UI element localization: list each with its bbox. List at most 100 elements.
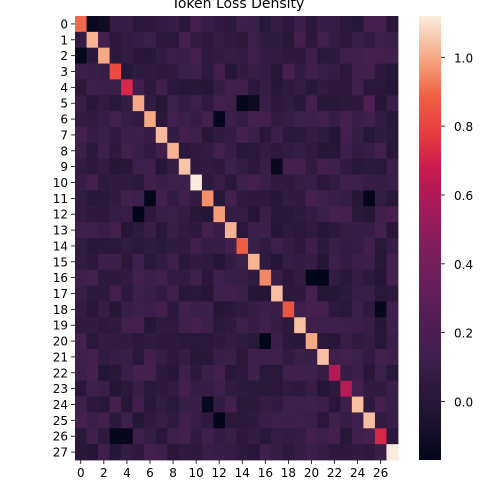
heatmap-cell <box>213 301 226 318</box>
heatmap-cell <box>75 253 87 271</box>
heatmap-cell <box>305 31 318 49</box>
heatmap-cell <box>374 47 387 64</box>
heatmap-cell <box>121 301 134 318</box>
heatmap-cell <box>363 142 376 160</box>
heatmap-cell <box>224 412 237 429</box>
heatmap-cell <box>328 364 341 382</box>
heatmap-cell <box>248 238 260 255</box>
heatmap-cell <box>248 127 260 144</box>
heatmap-cell <box>351 253 364 271</box>
heatmap-cell <box>282 174 295 191</box>
heatmap-cell <box>167 349 180 366</box>
heatmap-cell <box>271 428 284 445</box>
heatmap-cell <box>259 396 272 413</box>
heatmap-cell <box>374 63 387 80</box>
heatmap-cell <box>144 222 157 239</box>
heatmap-cell <box>259 158 272 175</box>
heatmap-cell <box>75 380 87 397</box>
colorbar-tick-label: 1.0 <box>454 51 473 65</box>
heatmap-cell <box>328 285 341 302</box>
heatmap-cell <box>340 412 353 429</box>
heatmap-cell <box>167 412 180 429</box>
heatmap-cell <box>201 238 214 255</box>
heatmap-cell <box>328 111 341 128</box>
heatmap-cell <box>190 333 203 350</box>
heatmap-cell <box>178 63 191 80</box>
heatmap-cell <box>363 111 376 128</box>
x-tick-label: 6 <box>146 466 154 480</box>
heatmap-cell <box>213 285 226 302</box>
heatmap-cell <box>317 301 330 318</box>
heatmap-cell <box>374 253 387 271</box>
heatmap-cell <box>132 301 145 318</box>
heatmap-cell <box>190 190 203 207</box>
heatmap-cell <box>374 444 387 461</box>
heatmap-cell <box>328 158 341 175</box>
heatmap-cell <box>121 333 134 350</box>
y-tick-label: 2 <box>60 49 68 63</box>
heatmap-cell <box>363 63 376 80</box>
heatmap-cell <box>236 364 249 382</box>
heatmap-cell <box>224 222 237 239</box>
heatmap-cell <box>271 111 284 128</box>
heatmap-cell <box>294 111 307 128</box>
heatmap-cell <box>213 206 226 223</box>
heatmap-cell <box>317 222 330 239</box>
y-tick-label: 14 <box>53 239 68 253</box>
colorbar-tick-label: 0.6 <box>454 189 473 203</box>
heatmap-cell <box>167 380 180 397</box>
heatmap-cell <box>167 127 180 144</box>
heatmap-cell <box>167 190 180 207</box>
heatmap-cell <box>121 206 134 223</box>
heatmap-cell <box>282 63 295 80</box>
heatmap-cell <box>386 79 399 96</box>
heatmap-cell <box>155 127 168 144</box>
heatmap-cell <box>282 285 295 302</box>
heatmap-cell <box>75 158 87 175</box>
heatmap-cell <box>213 364 226 382</box>
heatmap-cell <box>86 142 99 160</box>
heatmap-cell <box>305 285 318 302</box>
heatmap-cell <box>305 428 318 445</box>
heatmap-cell <box>121 396 134 413</box>
heatmap-cell <box>178 364 191 382</box>
heatmap-cell <box>201 16 214 33</box>
x-tick-label: 20 <box>304 466 319 480</box>
heatmap-cell <box>282 79 295 96</box>
heatmap-cell <box>317 63 330 80</box>
heatmap-cell <box>317 127 330 144</box>
heatmap-cell <box>271 79 284 96</box>
heatmap-cell <box>132 317 145 334</box>
heatmap-cell <box>248 412 260 429</box>
heatmap-cell <box>132 47 145 64</box>
heatmap-cell <box>155 47 168 64</box>
y-tick-label: 22 <box>53 366 68 380</box>
heatmap-cell <box>340 238 353 255</box>
heatmap-cell <box>294 63 307 80</box>
heatmap-cell <box>363 127 376 144</box>
heatmap-cell <box>305 16 318 33</box>
heatmap-cell <box>317 285 330 302</box>
heatmap-cell <box>144 238 157 255</box>
heatmap-cell <box>86 127 99 144</box>
heatmap-cell <box>236 380 249 397</box>
heatmap-cell <box>190 412 203 429</box>
heatmap-cell <box>282 269 295 286</box>
heatmap-cell <box>109 16 122 33</box>
heatmap-cell <box>132 95 145 112</box>
heatmap-cell <box>259 269 272 286</box>
heatmap-cell <box>340 63 353 80</box>
heatmap-cell <box>282 206 295 223</box>
heatmap-cell <box>121 158 134 175</box>
heatmap-cell <box>271 364 284 382</box>
heatmap-cell <box>213 269 226 286</box>
heatmap-cell <box>98 142 111 160</box>
heatmap-cell <box>374 142 387 160</box>
heatmap-cell <box>374 174 387 191</box>
heatmap-cell <box>178 47 191 64</box>
heatmap-cell <box>374 111 387 128</box>
heatmap-cell <box>98 222 111 239</box>
heatmap-cell <box>201 269 214 286</box>
heatmap-cell <box>248 333 260 350</box>
heatmap-cell <box>144 31 157 49</box>
